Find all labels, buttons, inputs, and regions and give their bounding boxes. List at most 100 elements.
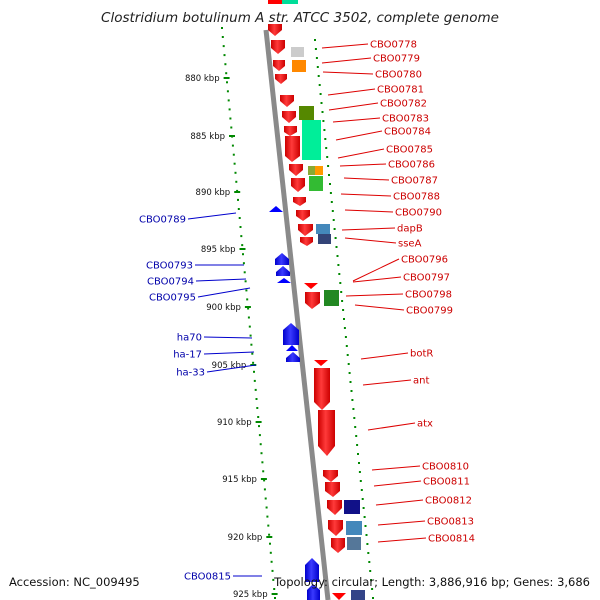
reverse-gene-label[interactable]: CBO0795 — [149, 293, 196, 304]
reverse-callout-line — [187, 212, 237, 220]
forward-gene-label[interactable]: CBO0813 — [427, 517, 474, 528]
forward-gene-label[interactable]: CBO0796 — [401, 255, 448, 266]
scale-tick-label: 885 kbp — [190, 132, 225, 142]
forward-gene-arrow — [314, 368, 330, 410]
track-dot — [268, 533, 271, 536]
track-dot — [230, 126, 233, 129]
track-dot — [330, 201, 333, 203]
feature-box — [344, 500, 360, 514]
track-dot — [347, 363, 350, 365]
track-dot — [248, 325, 251, 328]
track-dot — [348, 372, 351, 374]
track-dot — [327, 165, 330, 167]
track-dot — [321, 111, 324, 113]
track-dot — [337, 264, 340, 266]
forward-gene-label[interactable]: CBO0811 — [423, 477, 470, 488]
track-dot — [322, 120, 325, 122]
scale-tick-label: 900 kbp — [206, 303, 241, 313]
reverse-gene-label[interactable]: ha-17 — [173, 350, 202, 361]
forward-callout-line — [362, 379, 412, 386]
forward-gene-label[interactable]: CBO0787 — [391, 176, 438, 187]
track-dot — [242, 253, 244, 256]
track-dot — [221, 36, 224, 38]
track-dot — [314, 39, 316, 41]
track-dot — [350, 390, 353, 392]
forward-gene-arrow — [298, 224, 313, 236]
forward-callout-line — [322, 71, 374, 75]
forward-gene-label[interactable]: CBO0788 — [393, 192, 440, 203]
forward-gene-label[interactable]: CBO0790 — [395, 208, 442, 219]
forward-gene-label[interactable]: CBO0779 — [373, 54, 420, 65]
forward-gene-label[interactable]: botR — [410, 349, 433, 360]
track-dot — [270, 560, 273, 563]
forward-gene-label[interactable]: CBO0783 — [382, 114, 429, 125]
forward-gene-label[interactable]: CBO0798 — [405, 290, 452, 301]
track-dot — [335, 246, 338, 248]
track-dot — [247, 307, 250, 310]
forward-gene-label[interactable]: CBO0786 — [388, 160, 435, 171]
feature-box — [318, 234, 331, 244]
feature-box — [316, 224, 330, 234]
forward-gene-label[interactable]: atx — [417, 419, 433, 430]
forward-gene-label[interactable]: CBO0781 — [377, 85, 424, 96]
reverse-gene-layer — [269, 206, 320, 600]
reverse-gene-label[interactable]: ha-33 — [176, 368, 205, 379]
track-dot — [226, 90, 229, 93]
forward-gene-label[interactable]: dapB — [397, 224, 423, 235]
forward-gene-label[interactable]: CBO0812 — [425, 496, 472, 507]
forward-gene-label[interactable]: CBO0780 — [375, 70, 422, 81]
forward-callout-line — [344, 237, 397, 244]
forward-gene-label[interactable]: CBO0799 — [406, 306, 453, 317]
track-dot — [267, 524, 270, 527]
track-dot — [360, 489, 363, 491]
track-dot — [253, 379, 256, 382]
feature-box — [291, 47, 304, 57]
forward-gene-arrow — [323, 470, 338, 482]
reverse-gene-label[interactable]: CBO0789 — [139, 215, 186, 226]
forward-callout-line — [352, 258, 400, 282]
forward-callout-line — [345, 293, 404, 297]
forward-gene-label[interactable]: CBO0797 — [403, 273, 450, 284]
forward-gene-label[interactable]: CBO0782 — [380, 99, 427, 110]
track-dot — [245, 289, 248, 292]
reverse-gene-label[interactable]: ha70 — [177, 333, 202, 344]
feature-box — [324, 290, 339, 306]
reverse-callout-line — [197, 287, 251, 298]
track-dot — [341, 300, 344, 302]
track-dot — [255, 398, 258, 400]
forward-gene-arrow — [280, 95, 294, 107]
forward-callout-line — [343, 177, 390, 181]
track-dot — [227, 99, 230, 102]
forward-gene-label[interactable]: ant — [413, 376, 429, 387]
track-dot — [263, 479, 266, 482]
track-dot — [223, 54, 226, 57]
track-dot — [331, 210, 334, 212]
forward-gene-arrow — [305, 292, 320, 309]
feature-box — [347, 537, 361, 550]
track-dot — [258, 434, 261, 437]
track-dot — [372, 597, 374, 599]
forward-gene-label[interactable]: CBO0784 — [384, 127, 431, 138]
track-dot — [259, 443, 262, 446]
scale-tick-label: 895 kbp — [201, 245, 236, 255]
forward-gene-arrow — [327, 500, 342, 515]
feature-boxes-layer — [282, 0, 365, 600]
forward-gene-label[interactable]: CBO0814 — [428, 534, 475, 545]
forward-gene-label[interactable]: sseA — [398, 239, 422, 250]
forward-gene-label[interactable]: CBO0778 — [370, 40, 417, 51]
track-dot — [320, 102, 323, 104]
reverse-gene-label[interactable]: CBO0793 — [146, 261, 193, 272]
track-dot — [371, 588, 374, 590]
feature-box — [302, 120, 321, 160]
forward-gene-label[interactable]: CBO0785 — [386, 145, 433, 156]
right-dotted-track — [314, 39, 374, 599]
reverse-callout-line — [195, 278, 247, 282]
track-dot — [222, 45, 225, 48]
forward-gene-label[interactable]: CBO0810 — [422, 462, 469, 473]
reverse-gene-label[interactable]: CBO0815 — [184, 572, 231, 583]
track-dot — [272, 578, 275, 581]
map-title: Clostridium botulinum A str. ATCC 3502, … — [101, 10, 499, 26]
forward-callout-line — [375, 499, 424, 506]
reverse-gene-label[interactable]: CBO0794 — [147, 277, 194, 288]
scale-tick-label: 920 kbp — [228, 533, 263, 543]
